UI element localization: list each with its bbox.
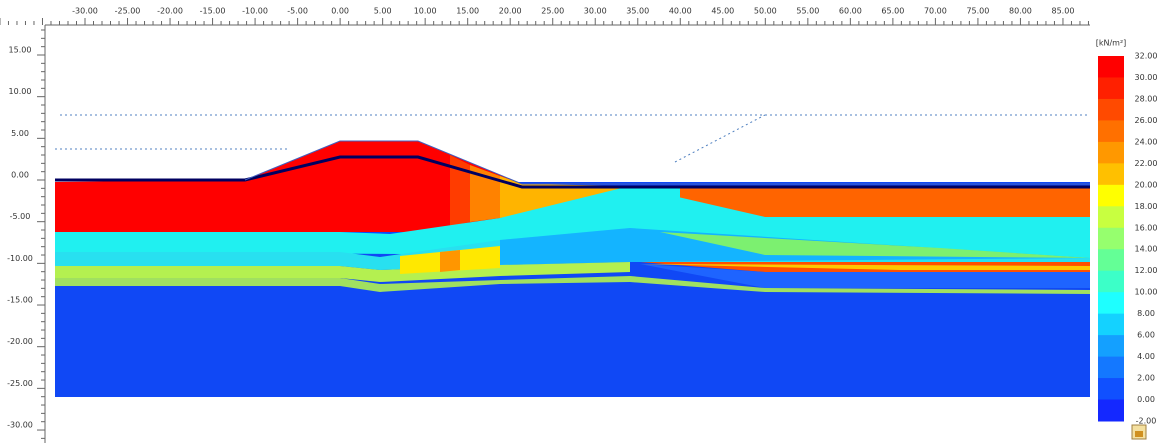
legend-label: 14.00 bbox=[1135, 245, 1158, 254]
y-axis-label: -20.00 bbox=[7, 337, 33, 346]
legend-band bbox=[1098, 163, 1124, 186]
legend-label: 22.00 bbox=[1135, 159, 1158, 168]
orange-zone bbox=[450, 155, 470, 226]
legend-band bbox=[1098, 56, 1124, 78]
y-axis-label: -25.00 bbox=[7, 379, 33, 388]
legend-band bbox=[1098, 378, 1124, 401]
legend-label: 26.00 bbox=[1135, 116, 1158, 125]
x-axis-label: 30.00 bbox=[584, 7, 607, 16]
model bbox=[55, 114, 1090, 397]
y-axis-label: -10.00 bbox=[7, 254, 33, 263]
water-level bbox=[674, 114, 766, 163]
x-axis-label: 75.00 bbox=[966, 7, 989, 16]
blue-layer bbox=[640, 264, 1090, 288]
legend-label: 0.00 bbox=[1137, 395, 1155, 404]
legend-band bbox=[1098, 77, 1124, 100]
x-axis-label: -5.00 bbox=[287, 7, 308, 16]
legend-band bbox=[1098, 249, 1124, 272]
y-axis-label: 10.00 bbox=[9, 87, 32, 96]
thin-layer bbox=[55, 276, 1090, 294]
x-axis-label: 70.00 bbox=[924, 7, 947, 16]
x-axis-label: 50.00 bbox=[754, 7, 777, 16]
x-axis-label: -30.00 bbox=[72, 7, 98, 16]
x-axis-label: 15.00 bbox=[456, 7, 479, 16]
y-axis-label: 15.00 bbox=[9, 46, 32, 55]
x-axis-label: 40.00 bbox=[669, 7, 692, 16]
y-axis-label: -15.00 bbox=[7, 296, 33, 305]
y-axis-label: -5.00 bbox=[10, 212, 31, 221]
y-axis-label: -30.00 bbox=[7, 421, 33, 430]
lock-body bbox=[1135, 431, 1143, 437]
x-axis-label: 60.00 bbox=[839, 7, 862, 16]
legend-band bbox=[1098, 120, 1124, 143]
x-axis-label: 80.00 bbox=[1009, 7, 1032, 16]
x-axis-label: -10.00 bbox=[242, 7, 268, 16]
surface-line bbox=[244, 140, 1090, 185]
x-axis-label: 55.00 bbox=[796, 7, 819, 16]
x-axis-label: 25.00 bbox=[541, 7, 564, 16]
x-axis-label: 45.00 bbox=[711, 7, 734, 16]
legend-band bbox=[1098, 184, 1124, 207]
lock-icon[interactable] bbox=[1131, 424, 1147, 440]
orange-wedge bbox=[630, 186, 1090, 217]
legend-band bbox=[1098, 356, 1124, 379]
legend-label: 20.00 bbox=[1135, 180, 1158, 189]
x-axis-label: 65.00 bbox=[881, 7, 904, 16]
legend-band bbox=[1098, 270, 1124, 293]
legend-band bbox=[1098, 206, 1124, 229]
legend-label: 18.00 bbox=[1135, 202, 1158, 211]
legend-label: -2.00 bbox=[1136, 417, 1157, 426]
orange-zone bbox=[440, 250, 460, 272]
green-wedge bbox=[660, 232, 1090, 258]
legend-label: 24.00 bbox=[1135, 137, 1158, 146]
legend-label: 8.00 bbox=[1137, 309, 1155, 318]
legend-band bbox=[1098, 399, 1124, 422]
x-axis-label: -20.00 bbox=[157, 7, 183, 16]
legend-label: 16.00 bbox=[1135, 223, 1158, 232]
cyan-zone bbox=[630, 186, 680, 200]
legend-band bbox=[1098, 292, 1124, 315]
yellow-layer bbox=[640, 264, 1090, 270]
y-axis-label: 0.00 bbox=[11, 171, 29, 180]
x-axis-label: 85.00 bbox=[1052, 7, 1075, 16]
legend-label: 10.00 bbox=[1135, 288, 1158, 297]
legend-unit: [kN/m²] bbox=[1096, 39, 1127, 48]
red-zone bbox=[55, 141, 522, 232]
x-axis-label: 0.00 bbox=[331, 7, 349, 16]
x-axis-label: -25.00 bbox=[115, 7, 141, 16]
legend-label: 32.00 bbox=[1135, 52, 1158, 61]
legend-label: 4.00 bbox=[1137, 352, 1155, 361]
legend-label: 2.00 bbox=[1137, 374, 1155, 383]
legend-band bbox=[1098, 141, 1124, 164]
legend-band bbox=[1098, 98, 1124, 121]
phreatic-line bbox=[55, 155, 1090, 189]
x-axis-label: 5.00 bbox=[374, 7, 392, 16]
legend-label: 6.00 bbox=[1137, 331, 1155, 340]
legend-band bbox=[1098, 227, 1124, 250]
x-axis-label: 35.00 bbox=[626, 7, 649, 16]
x-axis-label: -15.00 bbox=[200, 7, 226, 16]
legend-band bbox=[1098, 313, 1124, 336]
legend-label: 12.00 bbox=[1135, 266, 1158, 275]
y-axis-label: 5.00 bbox=[11, 129, 29, 138]
legend-label: 28.00 bbox=[1135, 94, 1158, 103]
x-axis-label: 20.00 bbox=[499, 7, 522, 16]
legend-band bbox=[1098, 335, 1124, 358]
legend-label: 30.00 bbox=[1135, 73, 1158, 82]
x-axis-label: 10.00 bbox=[414, 7, 437, 16]
